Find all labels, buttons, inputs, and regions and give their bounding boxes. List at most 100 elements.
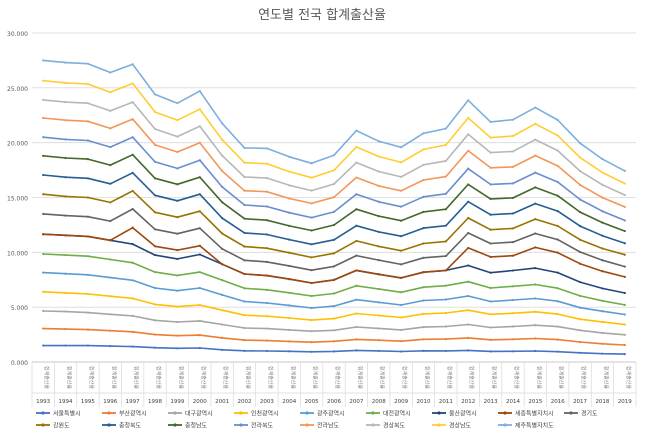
- data-point: [64, 214, 67, 217]
- data-point: [288, 304, 291, 307]
- data-point: [64, 272, 67, 275]
- data-point: [601, 234, 604, 237]
- data-point: [109, 219, 112, 223]
- data-point: [109, 109, 112, 112]
- data-point: [400, 146, 403, 149]
- data-point: [198, 193, 201, 196]
- data-point: [601, 287, 604, 290]
- legend-marker: [569, 411, 573, 415]
- data-point: [444, 127, 447, 130]
- data-point: [444, 325, 447, 328]
- data-point: [444, 159, 447, 162]
- data-point: [153, 245, 157, 248]
- data-point: [221, 201, 224, 204]
- series-line: [43, 226, 625, 284]
- data-point: [489, 300, 492, 303]
- data-point: [377, 349, 380, 353]
- data-point: [221, 309, 224, 312]
- data-point: [153, 93, 157, 96]
- data-point: [64, 195, 67, 198]
- data-point: [265, 205, 268, 208]
- data-point: [467, 323, 470, 326]
- legend-marker: [173, 423, 177, 427]
- data-point: [467, 183, 470, 186]
- data-point: [153, 127, 157, 131]
- x-tick-label: 2004: [282, 399, 296, 405]
- data-point: [131, 330, 134, 333]
- legend-label: 제주특별자치도: [515, 422, 554, 430]
- data-point: [243, 231, 246, 235]
- y-axis: 0.000 5.000 10.000 15.000 20.000 25.000 30.000: [7, 31, 28, 367]
- data-point: [310, 281, 313, 285]
- data-point: [198, 210, 201, 213]
- data-point: [243, 287, 246, 290]
- data-point: [332, 210, 336, 213]
- data-point: [355, 312, 358, 315]
- data-point: [422, 195, 425, 198]
- data-point: [489, 271, 492, 274]
- data-point: [243, 175, 246, 179]
- data-point: [198, 253, 201, 256]
- data-point: [377, 259, 380, 262]
- data-point: [400, 276, 403, 279]
- data-point: [444, 192, 447, 195]
- data-point: [64, 310, 67, 313]
- legend-label: 전라북도: [251, 422, 274, 430]
- data-point: [556, 149, 559, 152]
- series-line: [43, 344, 625, 355]
- data-point: [64, 344, 67, 347]
- x-tick-label: 1993: [36, 399, 50, 405]
- data-point: [511, 241, 515, 244]
- data-point: [310, 176, 313, 179]
- data-point: [377, 273, 380, 276]
- data-point: [511, 285, 515, 288]
- data-point: [288, 211, 291, 214]
- y-tick-label: 30.000: [7, 31, 28, 38]
- x-tick-sublabel: 합계출산율: [177, 366, 184, 389]
- legend-marker: [239, 411, 243, 415]
- data-point: [355, 325, 358, 329]
- x-tick-label: 1998: [148, 399, 162, 405]
- data-point: [221, 122, 224, 125]
- x-tick-sublabel: 합계출산율: [88, 366, 95, 389]
- data-point: [86, 311, 90, 314]
- data-point: [131, 82, 134, 85]
- x-tick-label: 2018: [595, 399, 609, 405]
- data-point: [534, 246, 537, 249]
- data-point: [578, 156, 582, 159]
- data-point: [556, 209, 559, 213]
- data-point: [243, 203, 246, 207]
- data-point: [623, 265, 626, 268]
- data-point: [42, 233, 45, 236]
- series-line: [43, 79, 626, 185]
- data-point: [86, 102, 90, 105]
- data-point: [86, 62, 90, 65]
- data-point: [556, 338, 559, 341]
- data-point: [198, 286, 201, 290]
- data-point: [422, 242, 425, 245]
- data-point: [176, 199, 179, 202]
- x-tick-sublabel: 합계출산율: [558, 366, 565, 389]
- data-point: [176, 249, 179, 252]
- data-point: [467, 231, 470, 235]
- data-point: [64, 119, 67, 122]
- data-point: [109, 258, 112, 261]
- legend-marker: [107, 411, 111, 415]
- data-point: [444, 284, 447, 287]
- data-point: [42, 136, 45, 139]
- data-point: [400, 340, 403, 343]
- data-point: [332, 252, 336, 255]
- data-point: [109, 276, 112, 279]
- y-tick-label: 20.000: [7, 141, 28, 148]
- data-point: [377, 327, 380, 330]
- x-tick-sublabel: 합계출산율: [312, 366, 319, 389]
- data-point: [623, 323, 626, 326]
- data-point: [109, 201, 112, 204]
- data-point: [534, 337, 537, 340]
- data-point: [556, 325, 559, 328]
- data-point: [288, 224, 291, 228]
- data-point: [377, 301, 380, 304]
- data-point: [355, 349, 358, 352]
- data-point: [265, 260, 268, 263]
